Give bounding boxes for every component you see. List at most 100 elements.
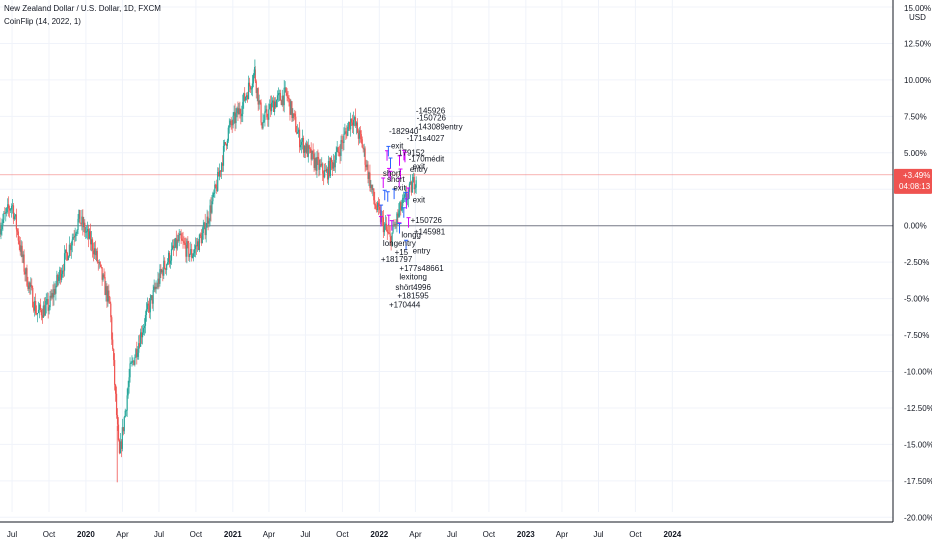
- candle-body: [405, 192, 408, 200]
- candle-body: [378, 202, 380, 207]
- candle-body: [88, 231, 91, 239]
- candle-body: [245, 97, 247, 101]
- trade-annotation-label: exit: [413, 195, 426, 204]
- candle-body: [385, 223, 387, 230]
- candle-body: [96, 250, 98, 263]
- candle-body: [124, 410, 126, 418]
- candle-body: [279, 93, 281, 101]
- candle-body: [3, 213, 5, 220]
- candle-body: [295, 116, 297, 132]
- candle-body: [32, 287, 34, 308]
- candle-body: [352, 119, 355, 126]
- candle-body: [260, 102, 262, 123]
- candle-body: [255, 81, 257, 94]
- candle-body: [304, 145, 306, 153]
- candle-body: [199, 234, 201, 236]
- indicator-title[interactable]: CoinFlip (14, 2022, 1): [4, 17, 81, 26]
- candle-body: [211, 201, 213, 213]
- candle-body: [346, 131, 348, 136]
- candle-body: [172, 245, 175, 249]
- candle-body: [115, 393, 118, 416]
- candle-body: [10, 205, 13, 210]
- candle-body: [75, 233, 77, 236]
- symbol-title[interactable]: New Zealand Dollar / U.S. Dollar, 1D, FX…: [4, 4, 161, 13]
- trade-annotations: -145926-150726-143089entry-182940-171s40…: [381, 106, 463, 309]
- candle-body: [189, 254, 191, 258]
- candle-body: [180, 233, 182, 239]
- candle-body: [170, 249, 173, 261]
- candle-body: [397, 213, 399, 217]
- candle-body: [200, 235, 202, 244]
- candle-body: [343, 133, 345, 144]
- candle-body: [298, 129, 300, 133]
- candle-body: [135, 349, 137, 358]
- candle-body: [197, 241, 200, 251]
- candle-body: [79, 210, 81, 224]
- y-tick-label: 7.50%: [904, 112, 927, 121]
- candle-body: [73, 237, 75, 238]
- candle-body: [141, 332, 144, 338]
- candle-body: [164, 260, 166, 269]
- candle-body: [26, 268, 28, 286]
- candle-body: [309, 148, 311, 150]
- candle-body: [9, 209, 12, 211]
- y-tick-label: 5.00%: [904, 149, 927, 158]
- candle-body: [284, 87, 286, 89]
- candle-body: [23, 254, 25, 272]
- candle-body: [396, 213, 398, 225]
- candle-body: [223, 142, 226, 146]
- candle-body: [268, 109, 270, 120]
- candle-body: [84, 222, 86, 233]
- candle-body: [205, 227, 207, 236]
- candle-body: [90, 239, 93, 245]
- candle-body: [13, 216, 16, 220]
- candle-body: [241, 114, 243, 117]
- candle-body: [27, 285, 29, 289]
- candle-body: [404, 194, 406, 198]
- price-axis[interactable]: 12.50%10.00%7.50%5.00%2.50%0.00%-2.50%-5…: [904, 4, 932, 522]
- candle-body: [22, 254, 24, 257]
- candle-body: [336, 147, 338, 153]
- candle-body: [299, 144, 302, 148]
- candle-body: [415, 180, 417, 188]
- candle-body: [327, 160, 330, 180]
- candle-body: [235, 113, 237, 124]
- candle-body: [145, 309, 148, 316]
- candle-body: [176, 239, 178, 249]
- candle-body: [131, 360, 133, 363]
- candle-body: [296, 131, 298, 134]
- candle-body: [133, 360, 135, 365]
- candle-body: [258, 100, 260, 105]
- candle-body: [246, 95, 248, 98]
- candle-body: [120, 441, 122, 449]
- x-tick-label: 2023: [517, 530, 535, 539]
- trade-annotation-label: -143089entry: [415, 122, 462, 131]
- candle-body: [401, 205, 403, 211]
- candle-body: [347, 126, 349, 136]
- candle-body: [278, 93, 280, 94]
- candle-body: [155, 286, 157, 290]
- candle-body: [232, 115, 234, 126]
- candle-body: [230, 120, 232, 125]
- candle-body: [47, 299, 49, 311]
- candle-body: [226, 140, 228, 146]
- currency-label[interactable]: USD: [909, 13, 926, 22]
- y-tick-label: -5.00%: [904, 295, 929, 304]
- candle-body: [101, 267, 103, 280]
- candle-body: [256, 88, 258, 94]
- candle-body: [178, 235, 180, 242]
- candle-body: [59, 269, 61, 277]
- candle-body: [244, 93, 246, 101]
- candle-body: [46, 299, 48, 301]
- x-tick-label: Jul: [593, 530, 603, 539]
- time-axis[interactable]: Jul Oct 2020 Apr Jul Oct 2021 Apr Jul Oct 2022 Apr J…: [7, 530, 682, 539]
- y-tick-label: -15.00%: [904, 440, 932, 449]
- price-badge-countdown: 04:08:13: [899, 182, 931, 191]
- candle-body: [369, 172, 371, 188]
- candle-body: [20, 245, 22, 252]
- candle-body: [214, 184, 216, 194]
- candle-body: [179, 233, 181, 236]
- candle-body: [69, 244, 71, 251]
